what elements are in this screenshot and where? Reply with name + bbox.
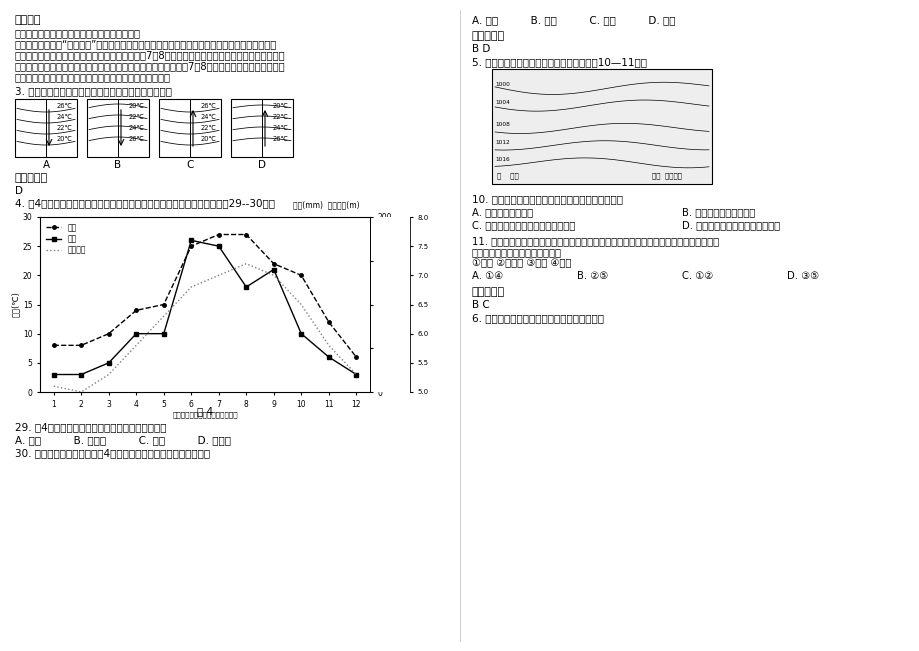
Text: 26℃: 26℃ [200, 103, 217, 109]
Bar [492, 69, 711, 184]
Legend: 气温, 降水, 潜水水位: 气温, 降水, 潜水水位 [44, 221, 88, 257]
Text: 夏季。产生这种差异的主要原因有: 夏季。产生这种差异的主要原因有 [471, 247, 562, 257]
Text: 参考答案：: 参考答案： [15, 173, 48, 183]
Bar [231, 99, 292, 157]
Text: A. ①④: A. ①④ [471, 271, 503, 281]
Text: 参考答案：: 参考答案： [471, 31, 505, 41]
Text: 24℃: 24℃ [129, 125, 145, 131]
Text: D: D [257, 160, 266, 170]
Text: 程主要向华北地区输水，而华北地区缺水最严重。7、8月份，受副热带高气压带的控制，江淦地区进: 程主要向华北地区输水，而华北地区缺水最严重。7、8月份，受副热带高气压带的控制，… [15, 50, 285, 60]
Text: 29. 图4所示的这类气候条件容易诱发的地理现象是: 29. 图4所示的这类气候条件容易诱发的地理现象是 [15, 422, 166, 432]
Text: 1000: 1000 [494, 82, 509, 87]
Text: 「点睛」: 「点睛」 [15, 15, 41, 25]
Text: B: B [114, 160, 121, 170]
Y-axis label: 气温(℃): 气温(℃) [11, 292, 20, 318]
Text: B. ②⑤: B. ②⑤ [576, 271, 607, 281]
Text: 22℃: 22℃ [57, 125, 73, 131]
Text: C. 乙地位于暖锋锋后，天气炎热干燥: C. 乙地位于暖锋锋后，天气炎热干燥 [471, 220, 574, 230]
Text: 5. 读东亚部分地区等压线分布示意图，回等10—11题。: 5. 读东亚部分地区等压线分布示意图，回等10—11题。 [471, 57, 646, 67]
Text: 参考答案：: 参考答案： [471, 287, 505, 297]
Text: 入伏旱时期，降水最少。而此时华北进入雨季，降水量较大。因此7、8月份调水量相对较小。南水北: 入伏旱时期，降水最少。而此时华北进入雨季，降水量较大。因此7、8月份调水量相对较… [15, 61, 285, 71]
Text: 调东线方案对沿线地区可能引起的环境问题是土壤盐碱化。: 调东线方案对沿线地区可能引起的环境问题是土壤盐碱化。 [15, 72, 171, 82]
Text: ①地形 ②盛行风 ③纬度 ④洋流: ①地形 ②盛行风 ③纬度 ④洋流 [471, 258, 571, 268]
Text: A: A [42, 160, 50, 170]
Text: 26℃: 26℃ [273, 136, 289, 142]
Text: 1012: 1012 [494, 140, 509, 145]
Text: 26℃: 26℃ [57, 103, 73, 109]
Text: 本题考查我国的资源跨区域调配工程南水北调。: 本题考查我国的资源跨区域调配工程南水北调。 [15, 28, 141, 38]
Bar [15, 99, 77, 157]
Bar [159, 99, 221, 157]
Text: 6. 下图为某地区等高线地形图，读图回等题。: 6. 下图为某地区等高线地形图，读图回等题。 [471, 313, 604, 323]
Text: A. 寒潮          B. 泥石流          C. 凌汛          D. 沙尘暴: A. 寒潮 B. 泥石流 C. 凌汛 D. 沙尘暴 [15, 435, 231, 445]
Text: A. 天津          B. 昆明          C. 成都          D. 福州: A. 天津 B. 昆明 C. 成都 D. 福州 [471, 15, 675, 25]
Text: 20℃: 20℃ [200, 136, 217, 142]
Text: 甲    入海: 甲 入海 [496, 172, 518, 178]
Text: B C: B C [471, 300, 489, 310]
Text: 10. 下列关于图中时刻甲、乙两地的说法，正确的是: 10. 下列关于图中时刻甲、乙两地的说法，正确的是 [471, 194, 622, 204]
Text: D. 甲地位于冷锋锋前，多阴雨天气: D. 甲地位于冷锋锋前，多阴雨天气 [681, 220, 779, 230]
Text: 3. 在下图中，表示北华球大洋东岑寒流分布示意图的是: 3. 在下图中，表示北华球大洋东岑寒流分布示意图的是 [15, 86, 172, 96]
Text: 1004: 1004 [494, 100, 509, 105]
Text: 1008: 1008 [494, 122, 509, 128]
Text: 24℃: 24℃ [200, 114, 217, 120]
Text: B. 甲、乙两地均为偏西风: B. 甲、乙两地均为偏西风 [681, 207, 754, 217]
Text: 22℃: 22℃ [129, 114, 145, 120]
Text: D: D [15, 186, 23, 196]
Text: 24℃: 24℃ [57, 114, 73, 120]
Text: 20℃: 20℃ [57, 136, 73, 142]
Text: 20℃: 20℃ [129, 103, 145, 109]
Text: A. 甲地风速大于乙地: A. 甲地风速大于乙地 [471, 207, 532, 217]
Text: 30. 下列城市所在地域，与图4所示的气候类型相同、海拔相近的是: 30. 下列城市所在地域，与图4所示的气候类型相同、海拔相近的是 [15, 448, 210, 458]
Text: 26℃: 26℃ [129, 136, 145, 142]
Text: D. ③⑤: D. ③⑤ [786, 271, 818, 281]
Text: 1016: 1016 [494, 157, 509, 162]
Text: C: C [187, 160, 194, 170]
Text: 乙地  甲乙距离: 乙地 甲乙距离 [652, 172, 681, 178]
Text: 南水北调工程选择“东线先行”的主要原因是，东线工程可利用京杭大运河，工程量最小；且东线工: 南水北调工程选择“东线先行”的主要原因是，东线工程可利用京杭大运河，工程量最小；… [15, 39, 277, 49]
Text: 图 4: 图 4 [197, 406, 213, 416]
Text: C. ①②: C. ①② [681, 271, 712, 281]
Text: 降水(mm)  潜水水位(m): 降水(mm) 潜水水位(m) [293, 200, 359, 209]
Text: 22℃: 22℃ [273, 114, 289, 120]
Text: 22℃: 22℃ [200, 125, 217, 131]
Text: B D: B D [471, 44, 490, 54]
Text: 11. 某研究性学习小组对照多年统计资料发现，甲地降水集中在冬季，而乙地降水却集中在: 11. 某研究性学习小组对照多年统计资料发现，甲地降水集中在冬季，而乙地降水却集… [471, 236, 719, 246]
Bar [87, 99, 149, 157]
Text: 24℃: 24℃ [273, 125, 289, 131]
Text: 4. 图4是某地气温、降水、潜水水位（潜水面海拔）年内变化图。读图回等29--30题。: 4. 图4是某地气温、降水、潜水水位（潜水面海拔）年内变化图。读图回等29--3… [15, 198, 275, 208]
X-axis label: （注：潜水水位系民间考察数据）: （注：潜水水位系民间考察数据） [172, 411, 237, 418]
Text: 20℃: 20℃ [273, 103, 289, 109]
